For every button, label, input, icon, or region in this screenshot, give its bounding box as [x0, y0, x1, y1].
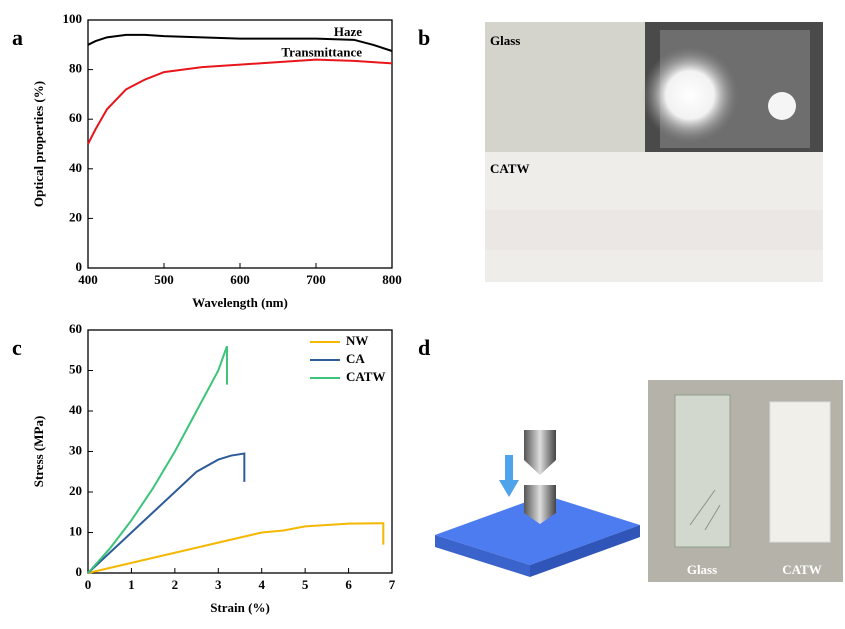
panel-label: d [418, 335, 430, 360]
panel-label: c [12, 335, 22, 360]
y-tick-label: 60 [69, 321, 82, 336]
legend-label: CA [346, 351, 365, 366]
photo-label: CATW [782, 562, 821, 577]
figure: a b c d Glass CATW Glass CATW 4005006007… [0, 0, 845, 624]
y-tick-label: 20 [69, 209, 82, 224]
y-axis-label: Optical properties (%) [31, 81, 46, 207]
photo-b: Glass CATW [485, 22, 823, 282]
y-tick-label: 0 [76, 564, 83, 579]
panel-label: a [12, 25, 23, 50]
y-tick-label: 40 [69, 160, 82, 175]
photo-label: Glass [490, 33, 520, 48]
y-tick-label: 30 [69, 442, 82, 457]
x-tick-label: 800 [382, 272, 402, 287]
x-tick-label: 500 [154, 272, 174, 287]
panel-label: b [418, 25, 430, 50]
y-tick-label: 0 [76, 259, 83, 274]
legend-label: CATW [346, 369, 385, 384]
y-tick-label: 20 [69, 483, 82, 498]
x-tick-label: 6 [345, 577, 352, 592]
photo-label: Glass [687, 562, 717, 577]
series-label: Transmittance [281, 44, 362, 59]
x-tick-label: 7 [389, 577, 396, 592]
x-tick-label: 700 [306, 272, 326, 287]
diagram-d [435, 430, 640, 577]
y-tick-label: 40 [69, 402, 82, 417]
legend-label: NW [346, 333, 368, 348]
y-axis-label: Stress (MPa) [31, 416, 46, 488]
x-tick-label: 1 [128, 577, 135, 592]
x-tick-label: 4 [258, 577, 265, 592]
photo-label: CATW [490, 161, 529, 176]
y-tick-label: 60 [69, 110, 82, 125]
y-tick-label: 50 [69, 361, 82, 376]
x-tick-label: 0 [85, 577, 92, 592]
series-line [88, 60, 392, 144]
y-tick-label: 10 [69, 523, 82, 538]
x-tick-label: 3 [215, 577, 222, 592]
x-axis-label: Strain (%) [210, 600, 270, 615]
x-tick-label: 400 [78, 272, 98, 287]
x-tick-label: 5 [302, 577, 309, 592]
series-label: Haze [334, 24, 362, 39]
x-tick-label: 600 [230, 272, 250, 287]
x-tick-label: 2 [172, 577, 179, 592]
series-line [88, 346, 227, 573]
photo-d: Glass CATW [648, 380, 843, 582]
x-axis-label: Wavelength (nm) [192, 295, 288, 310]
y-tick-label: 100 [63, 11, 83, 26]
y-tick-label: 80 [69, 61, 82, 76]
